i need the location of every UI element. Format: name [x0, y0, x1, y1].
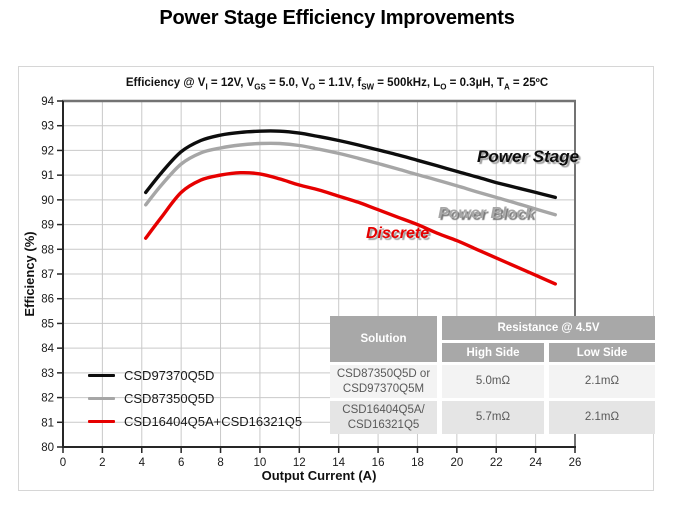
legend-label: CSD16404Q5A+CSD16321Q5 [124, 414, 303, 429]
table-cell-solution-2: CSD16404Q5A/ CSD16321Q5 [330, 401, 437, 434]
svg-text:14: 14 [332, 457, 345, 469]
table-cell-highside-2: 5.7mΩ [442, 401, 544, 434]
legend-item: CSD97370Q5D [88, 364, 302, 387]
svg-text:22: 22 [490, 457, 503, 469]
table-header-resistance: Resistance @ 4.5V [442, 316, 655, 340]
svg-text:85: 85 [41, 318, 54, 330]
svg-text:92: 92 [41, 145, 54, 157]
svg-text:84: 84 [41, 343, 54, 355]
svg-text:80: 80 [41, 442, 54, 454]
table-header-solution: Solution [330, 316, 437, 362]
svg-text:6: 6 [178, 457, 184, 469]
svg-text:4: 4 [139, 457, 146, 469]
svg-text:88: 88 [41, 244, 54, 256]
svg-text:82: 82 [41, 393, 54, 405]
svg-text:16: 16 [372, 457, 385, 469]
svg-text:Output Current (A): Output Current (A) [262, 468, 377, 483]
svg-text:8: 8 [217, 457, 223, 469]
legend-label: CSD97370Q5D [124, 368, 215, 383]
svg-text:89: 89 [41, 220, 54, 232]
legend-line-gray-icon [88, 397, 115, 400]
resistance-table: Solution Resistance @ 4.5V High Side Low… [330, 316, 655, 434]
svg-text:20: 20 [450, 457, 463, 469]
table-cell-lowside-1: 2.1mΩ [549, 365, 655, 398]
svg-text:24: 24 [529, 457, 542, 469]
chart-title: Efficiency @ VI = 12V, VGS = 5.0, VO = 1… [125, 77, 549, 92]
legend-item: CSD87350Q5D [88, 387, 302, 410]
table-header-high-side: High Side [442, 343, 544, 362]
table-header-low-side: Low Side [549, 343, 655, 362]
annotation-discrete: Discrete [366, 225, 430, 242]
legend-label: CSD87350Q5D [124, 391, 215, 406]
legend-item: CSD16404Q5A+CSD16321Q5 [88, 410, 302, 433]
svg-text:90: 90 [41, 195, 54, 207]
svg-text:91: 91 [41, 170, 54, 182]
svg-text:81: 81 [41, 417, 54, 429]
svg-text:87: 87 [41, 269, 54, 281]
annotation-power-block: Power Block [438, 205, 535, 222]
svg-text:0: 0 [60, 457, 66, 469]
chart-legend: CSD97370Q5D CSD87350Q5D CSD16404Q5A+CSD1… [88, 364, 302, 433]
svg-text:10: 10 [254, 457, 267, 469]
svg-text:86: 86 [41, 294, 54, 306]
svg-text:93: 93 [41, 121, 54, 133]
svg-text:94: 94 [41, 96, 54, 108]
page-title: Power Stage Efficiency Improvements [159, 7, 515, 29]
svg-text:2: 2 [99, 457, 105, 469]
table-cell-solution-1: CSD87350Q5D or CSD97370Q5M [330, 365, 437, 398]
svg-text:83: 83 [41, 368, 54, 380]
svg-text:12: 12 [293, 457, 306, 469]
svg-text:18: 18 [411, 457, 424, 469]
legend-line-red-icon [88, 420, 115, 423]
legend-line-black-icon [88, 374, 115, 377]
table-cell-highside-1: 5.0mΩ [442, 365, 544, 398]
table-cell-lowside-2: 2.1mΩ [549, 401, 655, 434]
annotation-power-stage: Power Stage [477, 147, 580, 166]
svg-text:Efficiency (%): Efficiency (%) [22, 231, 37, 316]
svg-text:26: 26 [569, 457, 582, 469]
